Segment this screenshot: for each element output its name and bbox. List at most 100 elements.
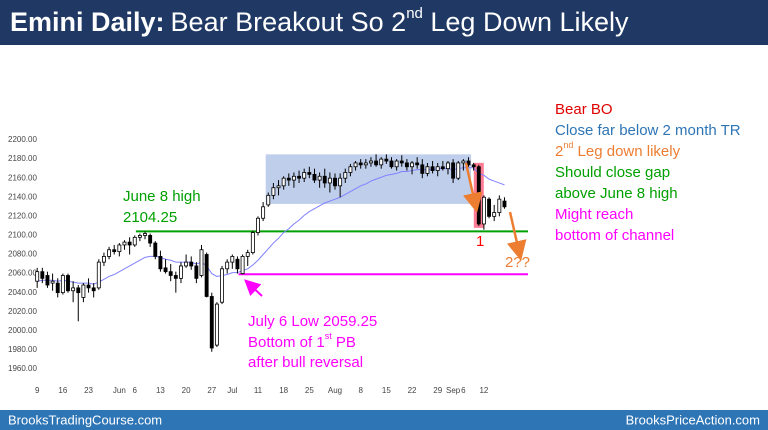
annotation-text: 1: [476, 233, 484, 250]
note-text: Bear BO: [555, 101, 613, 118]
candle-body: [245, 252, 250, 257]
candle-body: [471, 164, 476, 168]
candle-body: [96, 261, 101, 289]
candle-body: [435, 166, 440, 171]
candle-body: [81, 284, 86, 298]
x-tick-label: 22: [408, 386, 417, 395]
range-box: [265, 154, 472, 204]
note-sup: nd: [563, 140, 573, 150]
x-tick-label: 18: [279, 386, 288, 395]
candle-body: [312, 173, 317, 181]
candle-body: [333, 177, 337, 187]
arrow: [244, 279, 263, 297]
candle-body: [446, 162, 450, 170]
note: Bear BO: [555, 101, 613, 118]
x-tick-label: 25: [305, 386, 314, 395]
x-tick-label: 23: [84, 386, 93, 395]
title-bar: [0, 0, 768, 45]
arrow: [506, 211, 527, 261]
x-tick-label: 8: [358, 386, 363, 395]
x-tick-label: 16: [58, 386, 67, 395]
note-text: bottom of channel: [555, 227, 674, 244]
candle-body: [179, 265, 183, 279]
note-text: Should close gap: [555, 164, 670, 181]
candle-body: [410, 162, 414, 168]
y-tick-label: 1960.00: [8, 364, 37, 373]
note: 2nd Leg down likely: [555, 140, 681, 160]
x-tick-label: Jun: [113, 386, 126, 395]
note-text: Might reach: [555, 206, 633, 223]
candle-body: [291, 175, 296, 181]
x-tick-label: 13: [156, 386, 165, 395]
y-tick-label: 2020.00: [8, 307, 37, 316]
candle-body: [338, 177, 343, 187]
candle-body: [86, 284, 91, 289]
x-tick-label: 15: [382, 386, 391, 395]
note-text: Close far below 2 month TR: [555, 122, 741, 139]
candle-body: [173, 275, 178, 279]
candle-body: [204, 254, 209, 297]
candle-body: [476, 166, 481, 225]
candle-body: [214, 303, 219, 346]
annotation: July 6 Low 2059.25: [248, 313, 377, 330]
candle-body: [374, 160, 379, 166]
note: Should close gap: [555, 164, 670, 181]
candle-body: [394, 160, 399, 168]
candle-body: [384, 158, 389, 162]
candle-body: [107, 249, 112, 257]
candle-body: [440, 166, 445, 170]
annotation-text: Bottom of 1: [248, 334, 325, 351]
annotation: 1: [476, 233, 484, 250]
candle-body: [297, 175, 302, 179]
candle-body: [76, 287, 81, 294]
candle-body: [327, 177, 332, 184]
candle-body: [235, 258, 240, 270]
note-text: 2: [555, 143, 563, 160]
candle-body: [276, 185, 281, 189]
candle-body: [266, 194, 271, 206]
x-tick-label: 9: [35, 386, 40, 395]
candle-body: [91, 287, 96, 292]
candle-body: [399, 160, 404, 164]
candle-body: [163, 267, 168, 273]
candle-body: [481, 196, 486, 225]
y-tick-label: 2180.00: [8, 154, 37, 163]
candle-body: [487, 198, 491, 217]
annotation: 2104.25: [123, 209, 177, 226]
candle-body: [420, 164, 425, 174]
candle-body: [256, 217, 260, 233]
candle-body: [492, 212, 497, 217]
annotation-text: 2??: [505, 254, 530, 271]
annotation-text: 2104.25: [123, 209, 177, 226]
arrow: [462, 162, 483, 213]
x-tick-label: 29: [433, 386, 442, 395]
candle-body: [225, 261, 230, 270]
annotation: after bull reversal: [248, 354, 363, 371]
x-tick-label: 6: [133, 386, 138, 395]
x-tick-label: Sep: [446, 386, 461, 395]
candle-body: [132, 236, 137, 246]
candle-body: [281, 177, 286, 187]
candle-body: [404, 162, 409, 168]
y-tick-label: 2100.00: [8, 231, 37, 240]
candle-body: [389, 160, 394, 168]
candle-body: [194, 265, 199, 279]
candle-body: [430, 166, 435, 171]
footer-left: BrooksTradingCourse.com: [8, 412, 162, 427]
candle-body: [127, 241, 132, 246]
y-tick-label: 2040.00: [8, 288, 37, 297]
candle-body: [189, 261, 194, 267]
note-rest: Leg down likely: [573, 143, 680, 160]
candle-body: [60, 275, 65, 294]
annotation-text: after bull reversal: [248, 354, 363, 371]
candle-body: [102, 256, 106, 263]
candle-body: [348, 166, 353, 173]
candle-body: [148, 235, 153, 244]
x-tick-label: 12: [479, 386, 488, 395]
candle-body: [343, 172, 348, 179]
candle-body: [497, 198, 502, 213]
candle-body: [153, 242, 158, 257]
annotation-rest: PB: [332, 334, 356, 351]
x-tick-label: Aug: [328, 386, 342, 395]
